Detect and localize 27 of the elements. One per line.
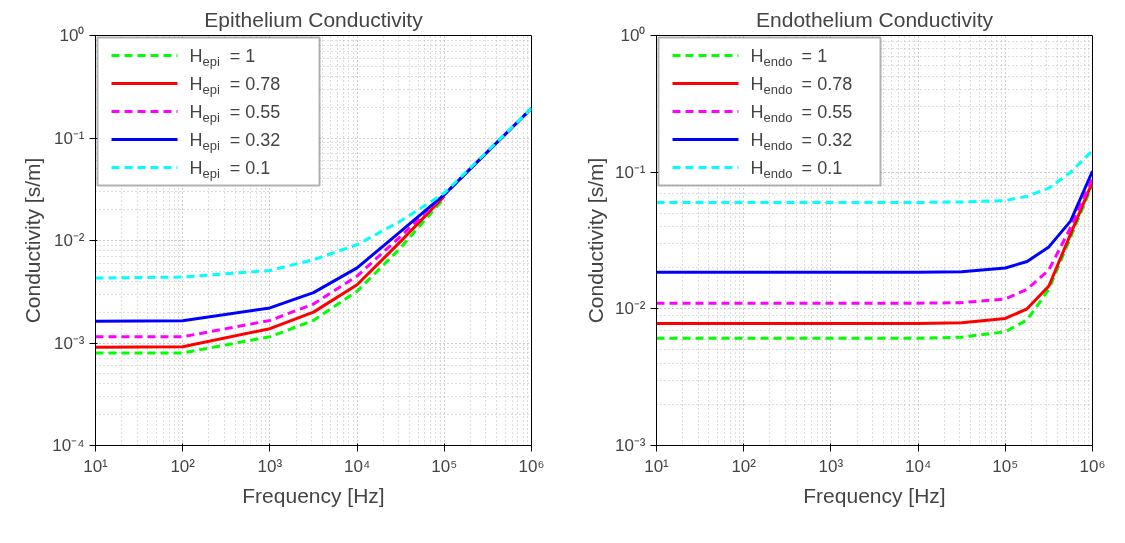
chart-title: Epithelium Conductivity xyxy=(204,7,424,31)
x-tick-label: 10⁴ xyxy=(343,456,371,476)
y-axis-title: Conductivity [s/m] xyxy=(583,157,607,324)
x-tick-label: 10¹ xyxy=(83,456,109,476)
y-tick-label: 10⁻² xyxy=(614,299,646,319)
chart-title: Endothelium Conductivity xyxy=(756,7,994,31)
x-tick-label: 10⁶ xyxy=(518,456,545,476)
y-tick-label: 10⁻⁴ xyxy=(52,436,85,455)
x-tick-label: 10⁵ xyxy=(992,456,1019,476)
y-tick-label: 10⁰ xyxy=(59,26,85,45)
x-tick-label: 10² xyxy=(731,456,757,476)
x-tick-label: 10² xyxy=(170,456,196,476)
y-tick-label: 10⁻² xyxy=(53,231,85,250)
y-tick-label: 10⁻³ xyxy=(614,436,646,455)
x-tick-label: 10⁵ xyxy=(431,456,458,476)
y-tick-label: 10⁰ xyxy=(620,26,646,45)
x-tick-label: 10¹ xyxy=(644,456,670,476)
x-tick-label: 10³ xyxy=(818,456,844,476)
x-axis-title: Frequency [Hz] xyxy=(803,483,946,507)
x-axis-title: Frequency [Hz] xyxy=(242,483,385,507)
y-axis-title: Conductivity [s/m] xyxy=(21,157,45,324)
x-tick-label: 10⁴ xyxy=(904,456,932,476)
y-tick-label: 10⁻³ xyxy=(53,333,85,353)
y-tick-label: 10⁻¹ xyxy=(53,128,85,148)
x-tick-label: 10⁶ xyxy=(1079,456,1106,476)
x-tick-label: 10³ xyxy=(257,456,283,476)
y-tick-label: 10⁻¹ xyxy=(614,162,646,182)
